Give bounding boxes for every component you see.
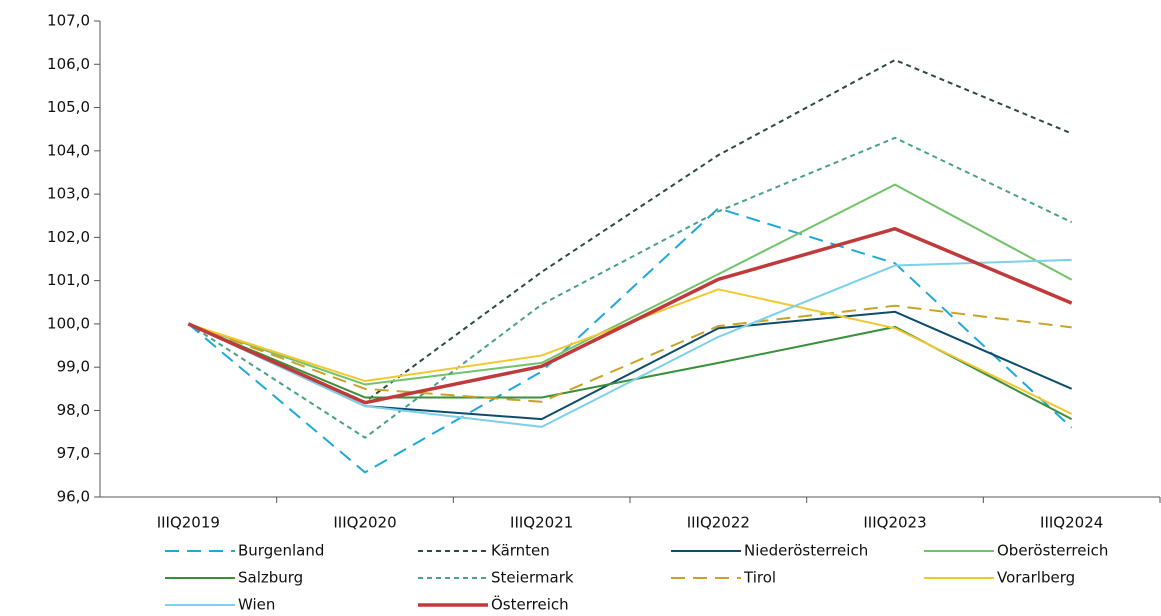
y-tick-label: 105,0 <box>47 98 90 116</box>
legend-label: Steiermark <box>491 569 574 587</box>
x-tick-label: IIIQ2021 <box>510 514 573 532</box>
x-tick-label: IIIQ2020 <box>333 514 396 532</box>
y-tick-label: 96,0 <box>57 488 90 506</box>
y-tick-label: 97,0 <box>57 444 90 462</box>
series-line <box>187 226 1073 405</box>
legend-label: Kärnten <box>491 542 550 560</box>
legend-label: Tirol <box>743 569 776 587</box>
y-tick-label: 99,0 <box>57 358 90 376</box>
x-tick-label: IIIQ2019 <box>157 514 220 532</box>
y-tick-label: 102,0 <box>47 228 90 246</box>
legend-label: Vorarlberg <box>997 569 1075 587</box>
x-tick-label: IIIQ2024 <box>1040 514 1103 532</box>
series-line <box>187 310 1073 421</box>
y-tick-label: 107,0 <box>47 12 90 30</box>
y-tick-label: 98,0 <box>57 401 90 419</box>
legend-label: Wien <box>238 596 275 614</box>
series-line <box>187 304 1072 403</box>
series-line <box>187 322 1073 420</box>
x-tick-label: IIIQ2023 <box>863 514 926 532</box>
y-tick-label: 103,0 <box>47 185 90 203</box>
y-tick-label: 104,0 <box>47 141 90 159</box>
series-line <box>187 136 1073 439</box>
legend-label: Oberösterreich <box>997 542 1108 560</box>
legend-label: Salzburg <box>238 569 303 587</box>
series-line <box>188 183 1073 386</box>
series-line <box>188 288 1073 415</box>
x-tick-label: IIIQ2022 <box>687 514 750 532</box>
y-tick-label: 106,0 <box>47 55 90 73</box>
series-line <box>187 207 1073 474</box>
series-line <box>187 58 1073 403</box>
y-tick-label: 100,0 <box>47 314 90 332</box>
legend-label: Österreich <box>491 595 569 614</box>
series-line <box>187 258 1072 428</box>
y-tick-label: 101,0 <box>47 271 90 289</box>
legend-label: Niederösterreich <box>744 542 868 560</box>
legend-label: Burgenland <box>238 542 324 560</box>
